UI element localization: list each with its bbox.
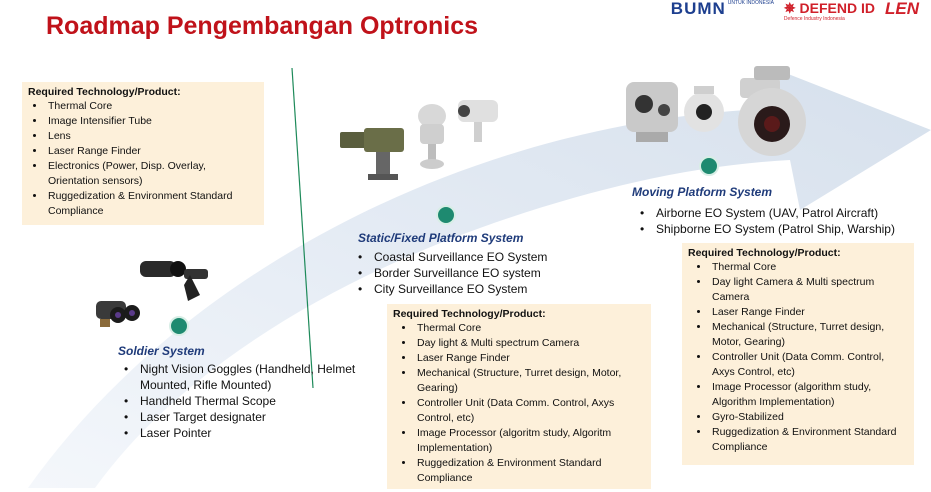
moving-requirements-list: Thermal Core Day light Camera & Multi sp… xyxy=(688,260,908,455)
moving-requirements-title: Required Technology/Product: xyxy=(688,247,841,259)
defend-id-logo: ✵ DEFEND ID Defence Industry Indonesia xyxy=(783,0,875,22)
list-item: Image Processor (algoritm study, Algorit… xyxy=(415,426,645,456)
static-requirements-list: Thermal Core Day light & Multi spectrum … xyxy=(393,321,645,486)
list-item: Night Vision Goggles (Handheld, Helmet M… xyxy=(124,361,386,393)
list-item: Airborne EO System (UAV, Patrol Aircraft… xyxy=(640,205,931,221)
list-item: Thermal Core xyxy=(710,260,908,275)
soldier-milestone-dot xyxy=(169,316,189,336)
list-item: Ruggedization & Environment Standard Com… xyxy=(710,425,908,455)
list-item: Laser Range Finder xyxy=(710,305,908,320)
len-logo: LEN xyxy=(885,0,919,18)
list-item: Controller Unit (Data Comm. Control, Axy… xyxy=(415,396,645,426)
logo-group: BUMN UNTUK INDONESIA ✵ DEFEND ID Defence I… xyxy=(671,0,919,22)
list-item: Gyro-Stabilized xyxy=(710,410,908,425)
list-item: Laser Target designater xyxy=(124,409,386,425)
static-milestone-dot xyxy=(436,205,456,225)
list-item: Thermal Core xyxy=(46,99,258,114)
list-item: Border Surveillance EO system xyxy=(358,265,620,281)
list-item: Ruggedization & Environment Standard Com… xyxy=(415,456,645,486)
list-item: Laser Range Finder xyxy=(415,351,645,366)
static-stage-title: Static/Fixed Platform System xyxy=(358,231,524,245)
divider-line xyxy=(291,67,314,389)
turret-camera-icon xyxy=(340,100,498,180)
moving-milestone-dot xyxy=(699,156,719,176)
moving-items-list: Airborne EO System (UAV, Patrol Aircraft… xyxy=(636,205,931,237)
list-item: City Surveillance EO System xyxy=(358,281,620,297)
list-item: Coastal Surveillance EO System xyxy=(358,249,620,265)
list-item: Laser Range Finder xyxy=(46,144,258,159)
static-items-list: Coastal Surveillance EO System Border Su… xyxy=(354,249,620,297)
soldier-requirements-box: Required Technology/Product: Thermal Cor… xyxy=(22,82,264,225)
list-item: Lens xyxy=(46,129,258,144)
list-item: Mechanical (Structure, Turret design, Mo… xyxy=(415,366,645,396)
static-requirements-title: Required Technology/Product: xyxy=(393,308,546,320)
list-item: Image Processor (algorithm study, Algori… xyxy=(710,380,908,410)
page-title: Roadmap Pengembangan Optronics xyxy=(46,12,479,40)
list-item: Controller Unit (Data Comm. Control, Axy… xyxy=(710,350,908,380)
static-requirements-box: Required Technology/Product: Thermal Cor… xyxy=(387,304,651,489)
moving-requirements-box: Required Technology/Product: Thermal Cor… xyxy=(682,243,914,465)
soldier-items-list: Night Vision Goggles (Handheld, Helmet M… xyxy=(120,361,386,441)
list-item: Electronics (Power, Disp. Overlay, Orien… xyxy=(46,159,258,189)
list-item: Handheld Thermal Scope xyxy=(124,393,386,409)
list-item: Day light Camera & Multi spectrum Camera xyxy=(710,275,908,305)
moving-stage-title: Moving Platform System xyxy=(632,185,773,199)
list-item: Ruggedization & Environment Standard Com… xyxy=(46,189,258,219)
night-vision-goggles-icon xyxy=(96,261,208,327)
list-item: Mechanical (Structure, Turret design, Mo… xyxy=(710,320,908,350)
roadmap-arrow-shape xyxy=(28,70,931,488)
list-item: Shipborne EO System (Patrol Ship, Warshi… xyxy=(640,221,931,237)
soldier-requirements-title: Required Technology/Product: xyxy=(28,86,181,98)
list-item: Laser Pointer xyxy=(124,425,386,441)
bumn-logo: BUMN UNTUK INDONESIA xyxy=(670,0,774,18)
soldier-requirements-list: Thermal Core Image Intensifier Tube Lens… xyxy=(28,99,258,219)
list-item: Day light & Multi spectrum Camera xyxy=(415,336,645,351)
list-item: Thermal Core xyxy=(415,321,645,336)
list-item: Image Intensifier Tube xyxy=(46,114,258,129)
gimbal-camera-icon xyxy=(626,66,806,156)
soldier-stage-title: Soldier System xyxy=(118,344,205,358)
